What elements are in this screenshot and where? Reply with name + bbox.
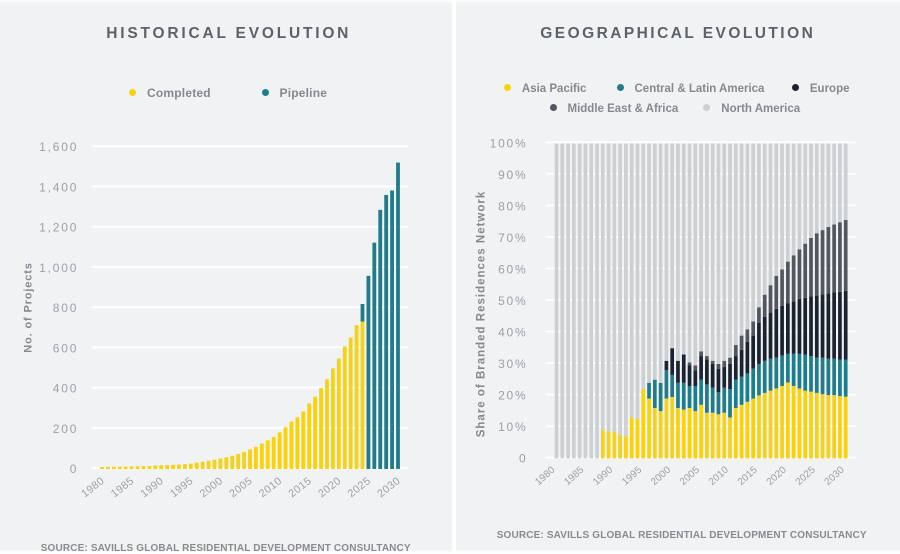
svg-text:40%: 40% — [498, 326, 527, 340]
svg-text:20%: 20% — [498, 389, 527, 403]
svg-text:1985: 1985 — [109, 475, 137, 500]
svg-text:2025: 2025 — [346, 475, 374, 500]
svg-text:50%: 50% — [498, 294, 527, 308]
svg-text:2005: 2005 — [227, 475, 255, 500]
svg-text:2015: 2015 — [286, 475, 314, 500]
svg-text:1,200: 1,200 — [39, 221, 78, 235]
svg-text:90%: 90% — [498, 168, 527, 182]
svg-text:60%: 60% — [498, 263, 527, 277]
svg-text:1,400: 1,400 — [39, 180, 78, 194]
svg-text:1,000: 1,000 — [39, 261, 78, 275]
svg-text:2000: 2000 — [198, 475, 226, 500]
svg-text:1990: 1990 — [138, 475, 166, 500]
svg-text:1995: 1995 — [620, 464, 644, 488]
svg-text:1985: 1985 — [562, 464, 586, 488]
svg-text:0: 0 — [70, 462, 78, 476]
svg-text:2005: 2005 — [677, 464, 701, 488]
svg-text:10%: 10% — [498, 420, 527, 434]
svg-text:1990: 1990 — [591, 464, 615, 488]
svg-text:800: 800 — [53, 301, 78, 315]
svg-text:2020: 2020 — [764, 464, 788, 488]
svg-text:2025: 2025 — [793, 464, 817, 488]
svg-text:1,600: 1,600 — [39, 140, 78, 154]
svg-text:80%: 80% — [498, 199, 527, 213]
svg-text:2020: 2020 — [316, 475, 344, 500]
svg-text:200: 200 — [53, 422, 78, 436]
svg-text:70%: 70% — [498, 231, 527, 245]
svg-text:2030: 2030 — [375, 475, 403, 500]
svg-text:1980: 1980 — [79, 475, 107, 500]
svg-text:2015: 2015 — [735, 464, 759, 488]
svg-text:600: 600 — [53, 341, 78, 355]
svg-text:2010: 2010 — [706, 464, 730, 488]
svg-text:2030: 2030 — [822, 464, 846, 488]
svg-text:30%: 30% — [498, 357, 527, 371]
svg-text:Share of Branded Residences Ne: Share of Branded Residences Network — [475, 191, 487, 438]
svg-text:0: 0 — [519, 452, 527, 466]
svg-text:2000: 2000 — [649, 464, 673, 488]
svg-text:1995: 1995 — [168, 475, 196, 500]
svg-text:1980: 1980 — [533, 464, 557, 488]
svg-text:2010: 2010 — [257, 475, 285, 500]
svg-text:100%: 100% — [489, 136, 527, 150]
svg-text:No. of Projects: No. of Projects — [22, 262, 34, 352]
svg-text:400: 400 — [53, 382, 78, 396]
